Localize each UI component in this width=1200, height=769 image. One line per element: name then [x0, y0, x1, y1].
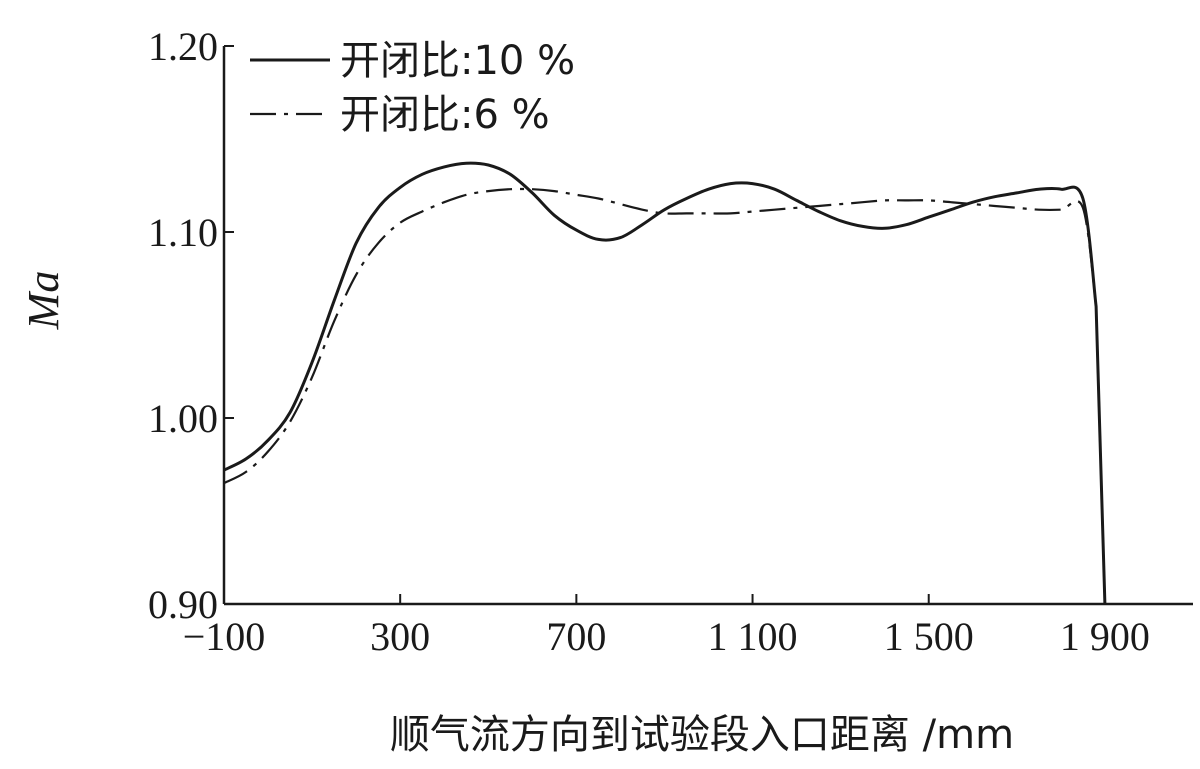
- x-axis-label: 顺气流方向到试验段入口距离 /mm: [390, 712, 1014, 758]
- legend: 开闭比:10 % 开闭比:6 %: [250, 38, 575, 138]
- y-axis-label: Ma: [19, 271, 68, 331]
- legend-label-1: 开闭比:10 %: [340, 38, 575, 84]
- y-tick-label: 1.00: [148, 396, 218, 441]
- x-tick-label: 700: [546, 614, 606, 659]
- x-tick-label: 300: [370, 614, 430, 659]
- x-tick-label: 1 900: [1060, 614, 1150, 659]
- series-line-1: [223, 161, 1107, 605]
- x-tick-label: −100: [183, 614, 266, 659]
- y-tick-label: 1.10: [148, 210, 218, 255]
- series-layer: [223, 161, 1107, 605]
- series-line-2: [223, 187, 1106, 605]
- x-tick-label: 1 100: [708, 614, 798, 659]
- legend-label-2: 开闭比:6 %: [340, 92, 550, 138]
- x-tick-label: 1 500: [884, 614, 974, 659]
- axes: 0.90 1.00 1.10 1.20 −100 300 700 1 100 1 500 1 90…: [148, 24, 1193, 659]
- y-tick-label: 1.20: [148, 24, 218, 69]
- y-tick-label: 0.90: [148, 582, 218, 627]
